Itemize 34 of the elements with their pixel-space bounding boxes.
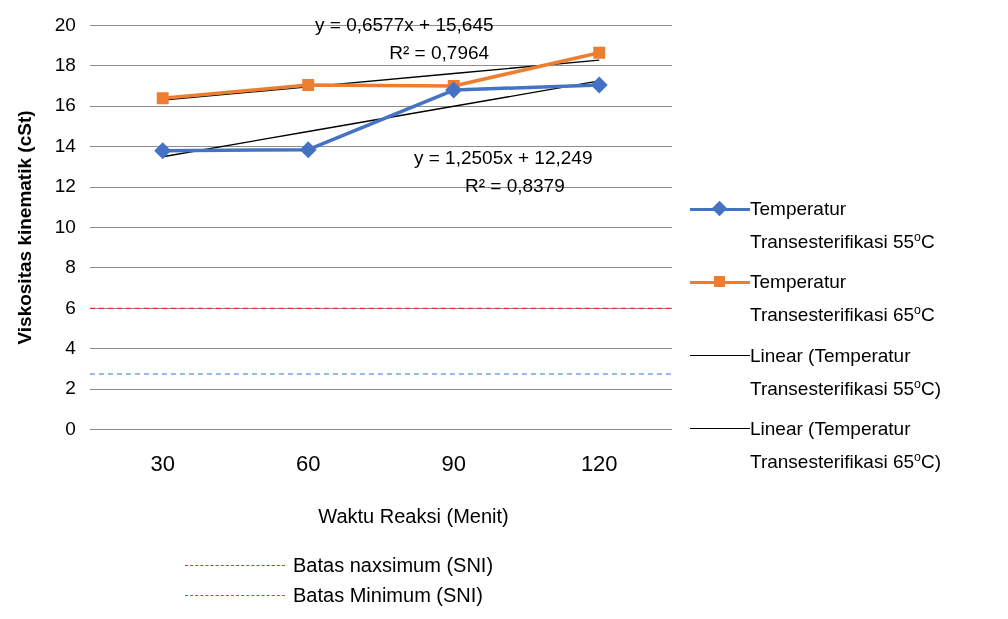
legend-label: Batas naxsimum (SNI)	[293, 553, 494, 577]
y-tick-label: 20	[54, 13, 76, 35]
x-tick-label: 60	[295, 450, 321, 476]
y-tick-label: 8	[65, 256, 76, 278]
annotation: R² = 0,8379	[464, 175, 565, 197]
x-tick-label: 120	[580, 450, 618, 476]
y-tick-label: 12	[54, 175, 76, 197]
annotation: y = 0,6577x + 15,645	[314, 13, 494, 35]
y-tick-label: 2	[65, 377, 76, 399]
x-tick-label: 30	[150, 450, 175, 476]
legend-label: Batas Minimum (SNI)	[293, 583, 484, 607]
point	[156, 92, 169, 105]
x-axis-title: Waktu Reaksi (Menit)	[317, 505, 510, 528]
y-tick-label: 0	[65, 417, 76, 439]
y-tick-label: 10	[54, 215, 76, 237]
point	[300, 141, 316, 158]
y-tick-label: 6	[65, 296, 76, 318]
point	[302, 79, 315, 92]
y-tick-label: 14	[54, 134, 77, 156]
legend-label: Temperatur Transesterifikasi 65$^{o}$C	[750, 270, 936, 328]
point	[154, 142, 171, 159]
point	[445, 82, 462, 98]
annotation: y = 1,2505x + 12,249	[413, 147, 593, 169]
y-tick-label: 4	[65, 336, 77, 358]
y-tick-label: 18	[54, 54, 76, 76]
point	[591, 77, 607, 93]
point	[593, 46, 606, 59]
legend-label: Linear (Temperatur Transesterifikasi 65$^{o}$C)	[750, 417, 942, 475]
y-axis-title: Viskositas kinematik (cSt)	[13, 110, 35, 345]
x-tick-label: 90	[441, 450, 466, 476]
legend-label: Temperatur Transesterifikasi 55$^{o}$C	[750, 197, 936, 255]
annotation: R² = 0,7964	[389, 41, 490, 63]
y-tick-label: 16	[54, 94, 76, 116]
legend-label: Linear (Temperatur Transesterifikasi 55$^{o}$C)	[750, 343, 942, 401]
